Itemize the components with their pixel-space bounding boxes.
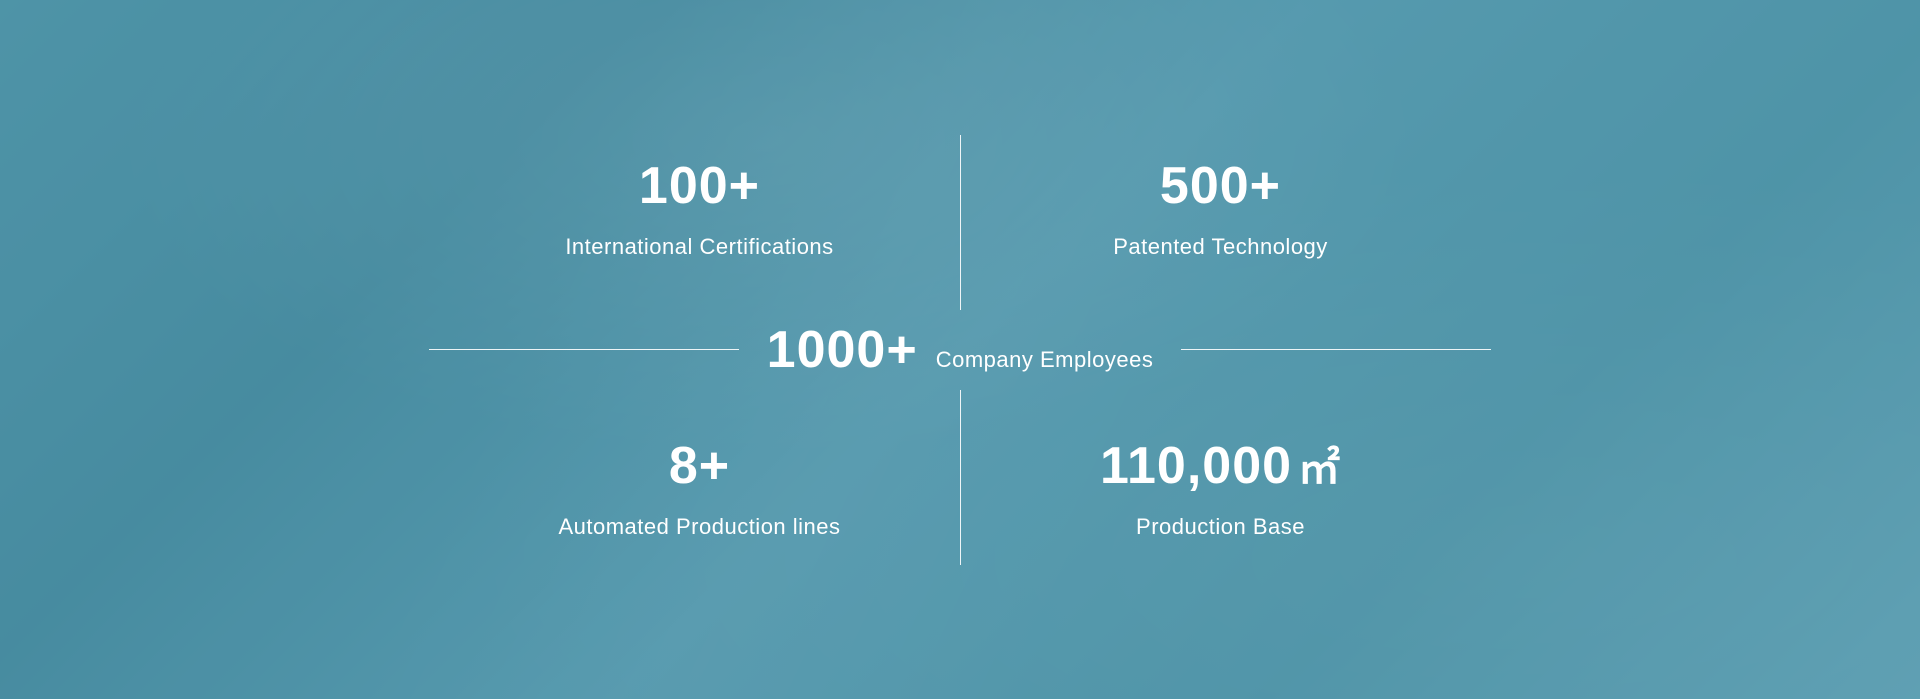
top-stats-row: 100+ International Certifications 500+ P… [0, 110, 1920, 310]
stat-production-base-number: 110,000㎡ [1100, 440, 1341, 492]
stat-employees-label: Company Employees [936, 347, 1154, 373]
bottom-stats-row: 8+ Automated Production lines 110,000㎡ P… [0, 390, 1920, 590]
stat-certifications: 100+ International Certifications [440, 160, 960, 260]
stat-production-base-unit: ㎡ [1298, 445, 1341, 492]
stat-employees: 1000+ Company Employees [739, 324, 1182, 376]
horizontal-divider-right [1181, 349, 1491, 350]
stat-certifications-label: International Certifications [565, 234, 833, 260]
stats-content: 100+ International Certifications 500+ P… [0, 0, 1920, 699]
stat-production-base: 110,000㎡ Production Base [961, 440, 1481, 540]
middle-stats-row: 1000+ Company Employees [0, 310, 1920, 390]
stat-production-base-value: 110,000 [1100, 437, 1292, 495]
vertical-divider-bottom [960, 390, 961, 565]
horizontal-divider-left [429, 349, 739, 350]
stat-employees-number: 1000+ [767, 324, 918, 376]
stat-certifications-number: 100+ [639, 160, 760, 212]
stat-production-lines: 8+ Automated Production lines [440, 440, 960, 540]
stat-production-lines-number: 8+ [669, 440, 730, 492]
vertical-divider-top [960, 135, 961, 310]
stat-patents: 500+ Patented Technology [961, 160, 1481, 260]
hero-stats-section: 100+ International Certifications 500+ P… [0, 0, 1920, 699]
stat-production-base-label: Production Base [1136, 514, 1305, 540]
stat-patents-number: 500+ [1160, 160, 1281, 212]
stat-production-lines-label: Automated Production lines [558, 514, 840, 540]
stat-patents-label: Patented Technology [1113, 234, 1328, 260]
